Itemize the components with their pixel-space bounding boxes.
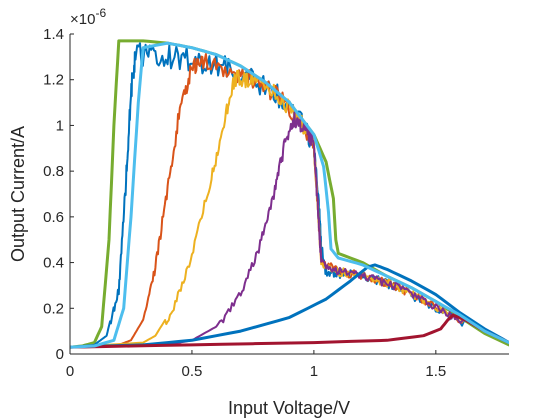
y-tick-label: 0.8 <box>43 163 64 180</box>
y-tick-label: 0.2 <box>43 300 64 317</box>
y-axis-label: Output Current/A <box>8 126 28 262</box>
series-line-8 <box>70 41 509 349</box>
x-axis-label: Input Voltage/V <box>228 398 350 418</box>
x-tick-label: 1 <box>310 363 318 380</box>
axes: 0 0.5 1 1.5 0 0.2 0.4 0.6 0.8 1 1.2 1.4 <box>43 26 509 380</box>
x-tick-label: 1.5 <box>425 363 446 380</box>
y-axis-exponent: ×10-6 <box>70 6 106 28</box>
y-tick-label: 0.4 <box>43 255 64 272</box>
series-line-5 <box>70 111 509 349</box>
y-tick-label: 1 <box>56 117 64 134</box>
series-line-3 <box>70 53 509 349</box>
y-tick-label: 1.4 <box>43 26 64 43</box>
y-tick-label: 1.2 <box>43 72 64 89</box>
series-layer <box>70 39 509 349</box>
y-exponent-base: ×10 <box>70 11 95 28</box>
x-tick-label: 0.5 <box>182 363 203 380</box>
x-tick-label: 0 <box>66 363 74 380</box>
y-tick-label: 0 <box>56 346 64 363</box>
y-exponent-power: -6 <box>95 6 106 20</box>
y-tick-label: 0.6 <box>43 209 64 226</box>
